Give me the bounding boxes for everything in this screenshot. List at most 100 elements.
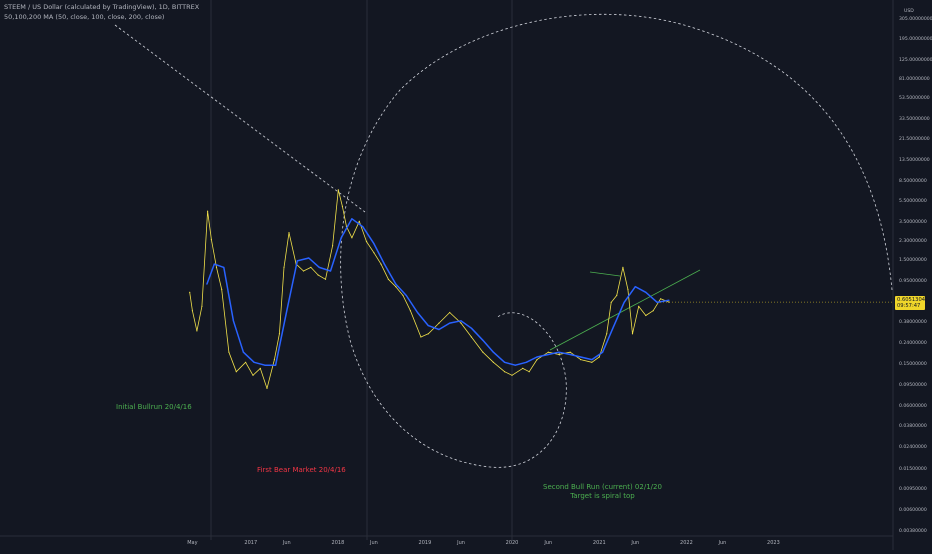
time-axis-label: Jun (631, 540, 640, 546)
price-series-point (591, 361, 593, 363)
price-series-point (449, 311, 451, 314)
price-axis-label: 0.01500000 (899, 466, 927, 472)
price-series-point (324, 278, 327, 280)
price-axis-label: 0.03800000 (899, 424, 927, 430)
price-axis-label: 8.50000000 (899, 179, 927, 185)
moving-average-point (470, 327, 472, 329)
time-axis-label: Jun (718, 540, 727, 546)
price-axis-label: 1.50000000 (899, 257, 927, 263)
price-series-point (288, 232, 290, 234)
price-series-point (504, 371, 506, 373)
price-axis-label: 2.30000000 (899, 238, 927, 244)
moving-average-point (514, 364, 516, 366)
price-series-point (395, 286, 397, 288)
price-series-point (470, 336, 472, 338)
price-series-point (638, 305, 640, 307)
current-price-tag: 0.60513042 09:57:47 (895, 296, 929, 311)
price-series-point (610, 301, 612, 303)
moving-average-point (318, 266, 320, 268)
time-axis-label: 2023 (767, 540, 780, 546)
price-series-point (511, 374, 513, 376)
price-series-point (189, 291, 191, 293)
moving-average-point (275, 364, 277, 366)
moving-average-line (206, 218, 670, 366)
price-series-point (210, 239, 212, 241)
moving-average-point (416, 311, 419, 314)
moving-average-point (525, 361, 527, 363)
series-layer (189, 189, 893, 389)
moving-average-point (668, 299, 670, 301)
annotation-first-bear: First Bear Market 20/4/16 (257, 466, 346, 474)
annotation-initial-bullrun: Initial Bullrun 20/4/16 (116, 403, 192, 411)
price-series-point (598, 356, 600, 358)
time-axis-label: 2021 (592, 540, 606, 546)
moving-average-point (213, 263, 215, 265)
moving-average-point (296, 260, 298, 262)
current-price-value: 0.60513042 (897, 297, 929, 304)
price-series-point (235, 371, 237, 373)
price-series-point (266, 387, 268, 389)
price-series-point (569, 351, 571, 353)
price-series-point (409, 310, 411, 312)
moving-average-point (558, 351, 560, 353)
moving-average-point (223, 266, 225, 268)
price-series-point (420, 336, 422, 338)
price-series-point (207, 210, 209, 212)
time-axis-label: 2019 (418, 540, 432, 546)
price-axis-label: 13.50000000 (899, 158, 930, 164)
moving-average-point (504, 361, 506, 363)
support-trend-line (549, 269, 701, 351)
price-axis-label: 0.09500000 (899, 382, 927, 388)
price-series-point (522, 367, 524, 369)
price-axis-label: 5.50000000 (899, 199, 927, 205)
price-series-point (380, 263, 382, 265)
moving-average-point (482, 339, 484, 341)
moving-average-point (460, 320, 462, 322)
price-axis-label: 3.50000000 (899, 219, 927, 225)
time-axis-label: Jun (369, 540, 378, 546)
ma-legend: 50,100,200 MA (50, close, 100, close, 20… (4, 13, 165, 21)
moving-average-point (264, 364, 266, 366)
moving-average-point (438, 328, 440, 331)
moving-average-point (362, 226, 364, 228)
moving-average-point (206, 283, 208, 285)
price-axis-label: 0.15000000 (899, 362, 927, 368)
price-axis-label: 81.00000000 (899, 77, 930, 83)
price-axis-label: 0.00950000 (899, 487, 927, 493)
moving-average-point (569, 353, 571, 356)
moving-average-point (405, 294, 407, 297)
moving-average-point (329, 270, 332, 272)
price-series-point (580, 359, 582, 361)
price-series-point (627, 288, 629, 290)
price-series-point (317, 274, 319, 276)
moving-average-point (232, 320, 234, 322)
time-axis-label: 2018 (331, 540, 345, 546)
price-axis-label: 195.00000000 (899, 37, 932, 43)
price-series-point (259, 367, 261, 369)
moving-average-point (580, 356, 582, 358)
price-axis-unit: USD (904, 9, 914, 14)
price-series-point (536, 359, 538, 361)
price-series-point (215, 266, 218, 268)
moving-average-point (253, 361, 255, 363)
annotation-second-bull: Second Bull Run (current) 02/1/20 Target… (543, 483, 662, 501)
price-series-point (387, 278, 389, 280)
price-series-point (245, 361, 247, 363)
fib-spiral-large-arc (340, 13, 893, 468)
price-series-point (438, 322, 440, 324)
price-series-point (622, 266, 624, 268)
chart-title: STEEM / US Dollar (calculated by Trading… (4, 3, 200, 11)
time-axis-label: Jun (457, 540, 465, 546)
moving-average-point (612, 326, 615, 328)
moving-average-point (373, 243, 375, 245)
price-series-point (652, 310, 654, 312)
price-series-point (278, 333, 280, 335)
price-series-point (427, 333, 429, 335)
annotation-second-bull-line2: Target is spiral top (570, 492, 635, 500)
price-axis-label: 125.00000000 (899, 57, 932, 63)
moving-average-point (286, 310, 288, 312)
price-axis-label: 0.00380000 (899, 528, 927, 534)
price-axis-label: 53.50000000 (899, 96, 930, 101)
